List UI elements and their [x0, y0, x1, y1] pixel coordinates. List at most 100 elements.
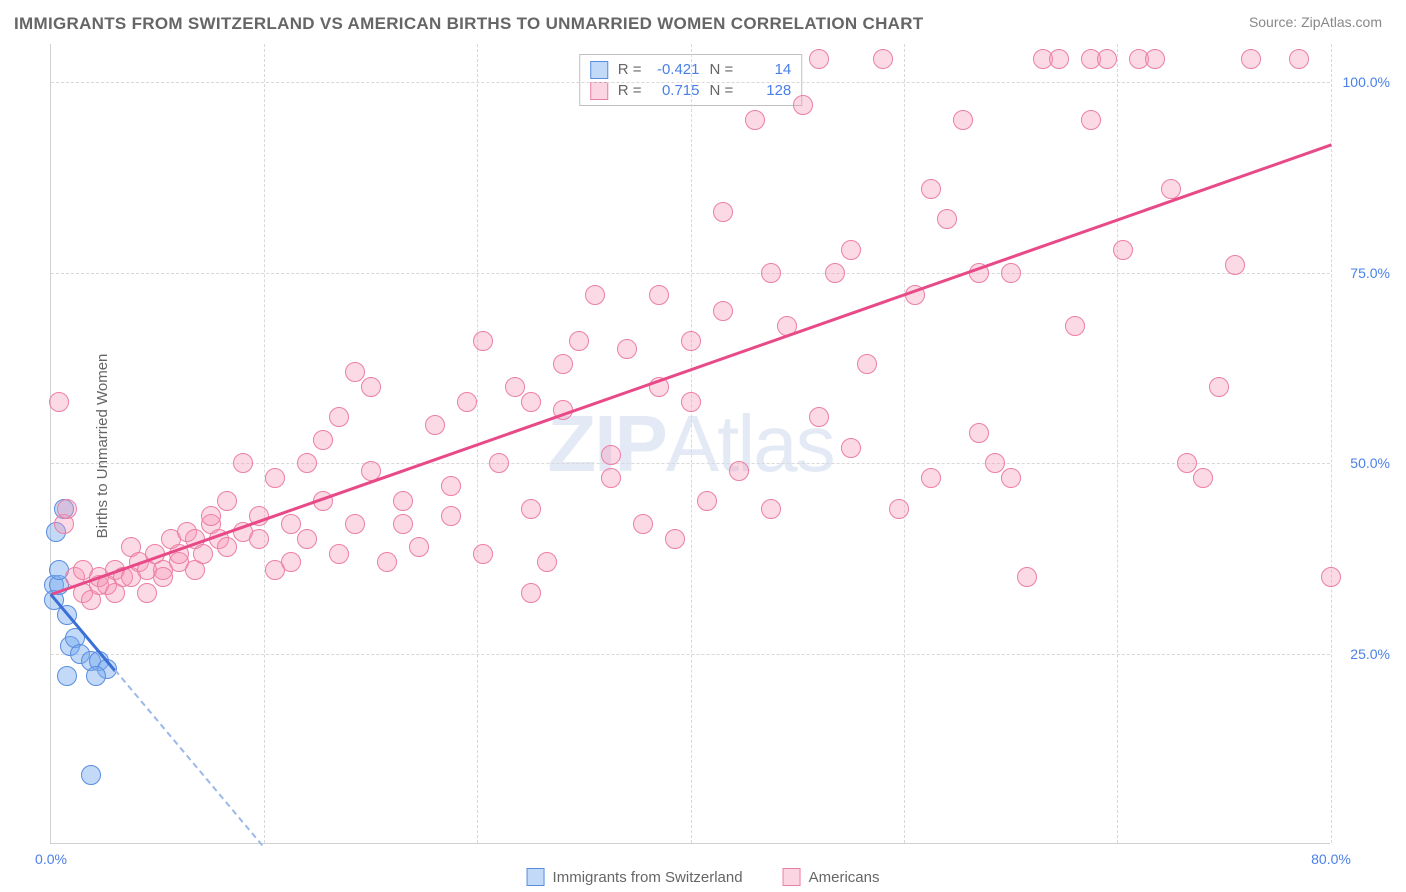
data-point [473, 544, 493, 564]
scatter-chart: ZIPAtlas R = -0.421 N = 14 R = 0.715 N =… [50, 44, 1330, 844]
x-tick-label: 0.0% [35, 851, 67, 867]
regression-line-blue-extended [114, 669, 263, 846]
data-point [1289, 49, 1309, 69]
data-point [569, 331, 589, 351]
data-point [329, 544, 349, 564]
swatch-pink-icon [590, 82, 608, 100]
data-point [1017, 567, 1037, 587]
data-point [345, 514, 365, 534]
stat-N-label: N = [710, 59, 734, 80]
gridline-vertical [1331, 44, 1332, 843]
data-point [937, 209, 957, 229]
data-point [81, 765, 101, 785]
stat-N-value-blue: 14 [743, 59, 791, 80]
data-point [489, 453, 509, 473]
data-point [473, 331, 493, 351]
stat-R-label: R = [618, 80, 642, 101]
data-point [921, 179, 941, 199]
y-tick-label: 100.0% [1343, 74, 1390, 90]
data-point [1209, 377, 1229, 397]
data-point [441, 476, 461, 496]
data-point [425, 415, 445, 435]
data-point [233, 453, 253, 473]
gridline-vertical [904, 44, 905, 843]
data-point [889, 499, 909, 519]
data-point [329, 407, 349, 427]
data-point [1145, 49, 1165, 69]
data-point [921, 468, 941, 488]
bottom-legend: Immigrants from Switzerland Americans [527, 868, 880, 886]
y-tick-label: 50.0% [1350, 455, 1390, 471]
data-point [505, 377, 525, 397]
data-point [633, 514, 653, 534]
data-point [601, 445, 621, 465]
data-point [1001, 263, 1021, 283]
data-point [521, 392, 541, 412]
data-point [713, 301, 733, 321]
data-point [649, 285, 669, 305]
data-point [1001, 468, 1021, 488]
data-point [601, 468, 621, 488]
data-point [86, 666, 106, 686]
source-attribution: Source: ZipAtlas.com [1249, 14, 1382, 30]
stat-N-value-pink: 128 [743, 80, 791, 101]
legend-label: Immigrants from Switzerland [553, 869, 743, 886]
data-point [1049, 49, 1069, 69]
data-point [1161, 179, 1181, 199]
data-point [729, 461, 749, 481]
swatch-blue-icon [590, 61, 608, 79]
data-point [1081, 110, 1101, 130]
data-point [1193, 468, 1213, 488]
data-point [521, 583, 541, 603]
legend-item-pink: Americans [783, 868, 880, 886]
data-point [49, 392, 69, 412]
data-point [809, 407, 829, 427]
data-point [313, 430, 333, 450]
data-point [201, 506, 221, 526]
data-point [393, 514, 413, 534]
data-point [457, 392, 477, 412]
data-point [193, 544, 213, 564]
data-point [953, 110, 973, 130]
data-point [153, 567, 173, 587]
gridline-vertical [1117, 44, 1118, 843]
stat-R-value-pink: 0.715 [652, 80, 700, 101]
gridline-vertical [264, 44, 265, 843]
y-tick-label: 25.0% [1350, 646, 1390, 662]
data-point [681, 331, 701, 351]
data-point [841, 240, 861, 260]
data-point [249, 529, 269, 549]
data-point [873, 49, 893, 69]
y-tick-label: 75.0% [1350, 265, 1390, 281]
data-point [713, 202, 733, 222]
data-point [521, 499, 541, 519]
stat-R-value-blue: -0.421 [652, 59, 700, 80]
stat-R-label: R = [618, 59, 642, 80]
data-point [1097, 49, 1117, 69]
data-point [809, 49, 829, 69]
data-point [681, 392, 701, 412]
data-point [217, 537, 237, 557]
stat-N-label: N = [710, 80, 734, 101]
data-point [137, 583, 157, 603]
x-tick-label: 80.0% [1311, 851, 1351, 867]
data-point [1113, 240, 1133, 260]
data-point [297, 453, 317, 473]
data-point [761, 499, 781, 519]
data-point [1321, 567, 1341, 587]
chart-title: IMMIGRANTS FROM SWITZERLAND VS AMERICAN … [14, 14, 923, 34]
data-point [57, 666, 77, 686]
data-point [985, 453, 1005, 473]
data-point [297, 529, 317, 549]
data-point [361, 377, 381, 397]
data-point [969, 423, 989, 443]
data-point [537, 552, 557, 572]
data-point [825, 263, 845, 283]
data-point [841, 438, 861, 458]
data-point [441, 506, 461, 526]
data-point [585, 285, 605, 305]
data-point [377, 552, 397, 572]
gridline-vertical [691, 44, 692, 843]
data-point [1241, 49, 1261, 69]
data-point [697, 491, 717, 511]
